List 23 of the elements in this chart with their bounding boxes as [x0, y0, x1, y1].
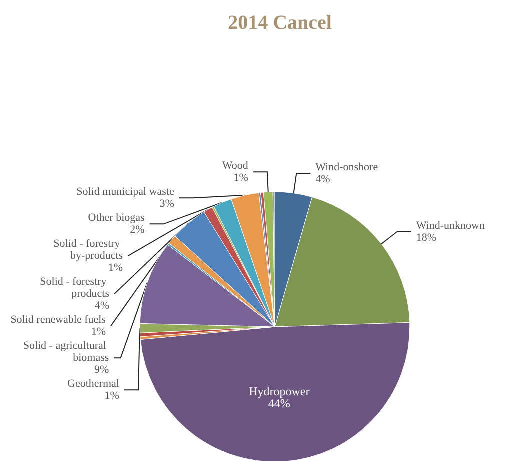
slice-label: Other biogas — [88, 212, 145, 224]
data-label: 4% — [94, 300, 110, 312]
chart-title: 2014 Cancel — [228, 12, 332, 34]
data-label: 1% — [104, 390, 120, 402]
slice-label: Wind-unknown — [416, 220, 486, 232]
slice-label: Solid renewable fuels — [10, 314, 106, 326]
slice-label: Solid municipal waste — [76, 186, 175, 198]
data-label: 18% — [416, 232, 437, 244]
data-label: 1% — [108, 262, 124, 274]
data-label: 9% — [94, 364, 110, 376]
slice-label: Hydropower — [249, 384, 310, 398]
data-label: 1% — [234, 172, 248, 184]
data-label: 4% — [316, 174, 330, 186]
data-label: 3% — [160, 198, 174, 210]
slice-label: Geothermal — [68, 378, 120, 390]
slice-label: Wind-onshore — [316, 162, 378, 174]
data-label: 44% — [268, 396, 290, 410]
slice-label: Solid - forestry products — [40, 276, 110, 300]
slice-label: Solid - agricultural biomass — [23, 340, 110, 364]
slice-label: Solid - forestry by-products — [54, 238, 124, 262]
data-label: 2% — [130, 224, 145, 236]
slice-label: Wood — [222, 160, 249, 172]
data-label: 1% — [91, 326, 106, 338]
